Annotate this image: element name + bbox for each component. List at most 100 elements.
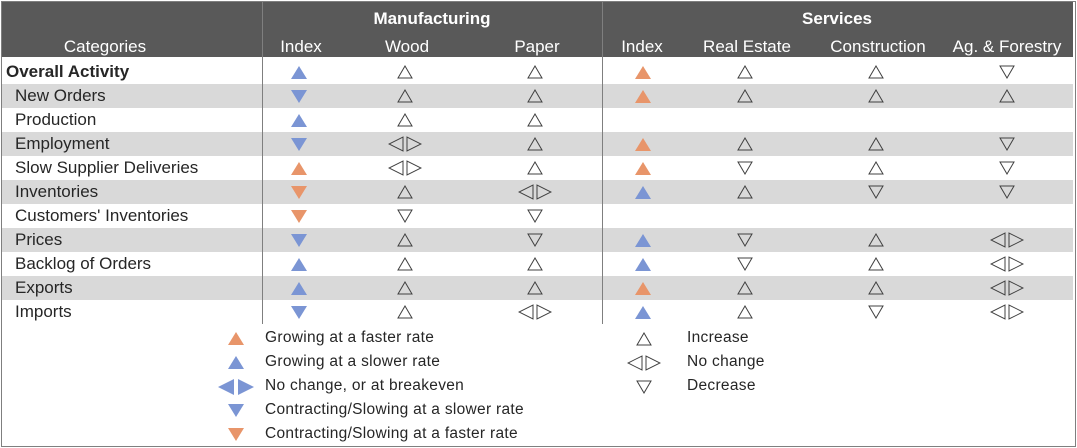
outline-down-triangle-icon	[725, 252, 765, 276]
outline-no-change-arrows-icon	[987, 300, 1027, 324]
col-svc-ag-forestry: Ag. & Forestry	[952, 37, 1062, 56]
table-row: Inventories	[2, 180, 1073, 204]
outline-up-triangle-icon	[385, 84, 425, 108]
table-row: Slow Supplier Deliveries	[2, 156, 1073, 180]
table-row: Overall Activity	[2, 60, 1073, 84]
outline-no-change-arrows-icon	[624, 351, 664, 374]
outline-down-triangle-icon	[856, 180, 896, 204]
row-label: Inventories	[15, 182, 99, 201]
filled-down-triangle-orange-icon	[216, 423, 256, 446]
row-label: Employment	[15, 134, 110, 153]
outline-up-triangle-icon	[385, 276, 425, 300]
legend-label: Contracting/Slowing at a faster rate	[265, 425, 518, 442]
legend-label: Growing at a slower rate	[265, 353, 441, 370]
outline-up-triangle-icon	[385, 180, 425, 204]
filled-up-triangle-blue-icon	[623, 180, 663, 204]
outline-down-triangle-icon	[515, 228, 555, 252]
table-row: Production	[2, 108, 1073, 132]
outline-no-change-arrows-icon	[385, 132, 425, 156]
categories-header: Categories	[63, 37, 147, 56]
outline-down-triangle-icon	[987, 60, 1027, 84]
outline-up-triangle-icon	[725, 84, 765, 108]
col-mfg-paper: Paper	[514, 37, 560, 56]
filled-down-triangle-blue-icon	[216, 399, 256, 422]
outline-up-triangle-icon	[515, 60, 555, 84]
outline-down-triangle-icon	[725, 228, 765, 252]
filled-up-triangle-orange-icon	[623, 132, 663, 156]
filled-no-change-arrows-blue-icon	[216, 375, 256, 398]
table-row: Employment	[2, 132, 1073, 156]
outline-no-change-arrows-icon	[515, 180, 555, 204]
outline-down-triangle-icon	[856, 300, 896, 324]
outline-down-triangle-icon	[385, 204, 425, 228]
row-label: Backlog of Orders	[15, 254, 152, 273]
filled-up-triangle-orange-icon	[216, 327, 256, 350]
row-label: Exports	[15, 278, 73, 297]
outline-up-triangle-icon	[515, 276, 555, 300]
filled-up-triangle-orange-icon	[279, 156, 319, 180]
outline-up-triangle-icon	[725, 60, 765, 84]
filled-up-triangle-orange-icon	[623, 156, 663, 180]
filled-down-triangle-blue-icon	[279, 300, 319, 324]
outline-up-triangle-icon	[515, 156, 555, 180]
outline-up-triangle-icon	[856, 60, 896, 84]
outline-up-triangle-icon	[515, 132, 555, 156]
outline-up-triangle-icon	[987, 84, 1027, 108]
outline-down-triangle-icon	[987, 156, 1027, 180]
outline-up-triangle-icon	[856, 132, 896, 156]
row-label: Overall Activity	[6, 62, 130, 81]
table-row: Exports	[2, 276, 1073, 300]
group-services-label: Services	[802, 9, 872, 28]
outline-up-triangle-icon	[385, 300, 425, 324]
filled-up-triangle-blue-icon	[623, 252, 663, 276]
legend-label: No change	[687, 353, 765, 370]
outline-up-triangle-icon	[725, 180, 765, 204]
table-row: Imports	[2, 300, 1073, 324]
outline-no-change-arrows-icon	[987, 228, 1027, 252]
outline-up-triangle-icon	[515, 252, 555, 276]
col-mfg-index: Index	[280, 37, 322, 56]
filled-up-triangle-orange-icon	[623, 276, 663, 300]
table-row: New Orders	[2, 84, 1073, 108]
outline-up-triangle-icon	[856, 276, 896, 300]
outline-up-triangle-icon	[856, 84, 896, 108]
row-label: Prices	[15, 230, 63, 249]
outline-down-triangle-icon	[987, 180, 1027, 204]
outline-down-triangle-icon	[725, 156, 765, 180]
table-row: Customers' Inventories	[2, 204, 1073, 228]
column-divider-services	[602, 2, 603, 324]
filled-down-triangle-blue-icon	[279, 84, 319, 108]
outline-up-triangle-icon	[856, 252, 896, 276]
row-label: Imports	[15, 302, 72, 321]
col-svc-construction: Construction	[830, 37, 926, 56]
outline-no-change-arrows-icon	[385, 156, 425, 180]
col-mfg-wood: Wood	[384, 37, 430, 56]
filled-up-triangle-blue-icon	[623, 228, 663, 252]
filled-up-triangle-orange-icon	[623, 84, 663, 108]
row-label: Slow Supplier Deliveries	[15, 158, 199, 177]
legend-label: Decrease	[687, 377, 756, 394]
outline-up-triangle-icon	[385, 108, 425, 132]
filled-down-triangle-blue-icon	[279, 228, 319, 252]
row-label: Customers' Inventories	[15, 206, 189, 225]
outline-up-triangle-icon	[624, 327, 664, 350]
outline-up-triangle-icon	[515, 84, 555, 108]
filled-up-triangle-blue-icon	[216, 351, 256, 374]
filled-up-triangle-blue-icon	[279, 252, 319, 276]
outline-up-triangle-icon	[385, 252, 425, 276]
legend-label: No change, or at breakeven	[265, 377, 465, 394]
legend-label: Contracting/Slowing at a slower rate	[265, 401, 524, 418]
outline-up-triangle-icon	[856, 156, 896, 180]
outline-down-triangle-icon	[515, 204, 555, 228]
col-svc-real-estate: Real Estate	[703, 37, 791, 56]
filled-up-triangle-blue-icon	[279, 60, 319, 84]
table-row: Prices	[2, 228, 1073, 252]
filled-up-triangle-blue-icon	[623, 300, 663, 324]
legend-label: Growing at a faster rate	[265, 329, 435, 346]
outline-up-triangle-icon	[856, 228, 896, 252]
filled-up-triangle-orange-icon	[623, 60, 663, 84]
row-label: New Orders	[15, 86, 106, 105]
column-divider-manufacturing	[262, 2, 263, 324]
outline-no-change-arrows-icon	[987, 276, 1027, 300]
